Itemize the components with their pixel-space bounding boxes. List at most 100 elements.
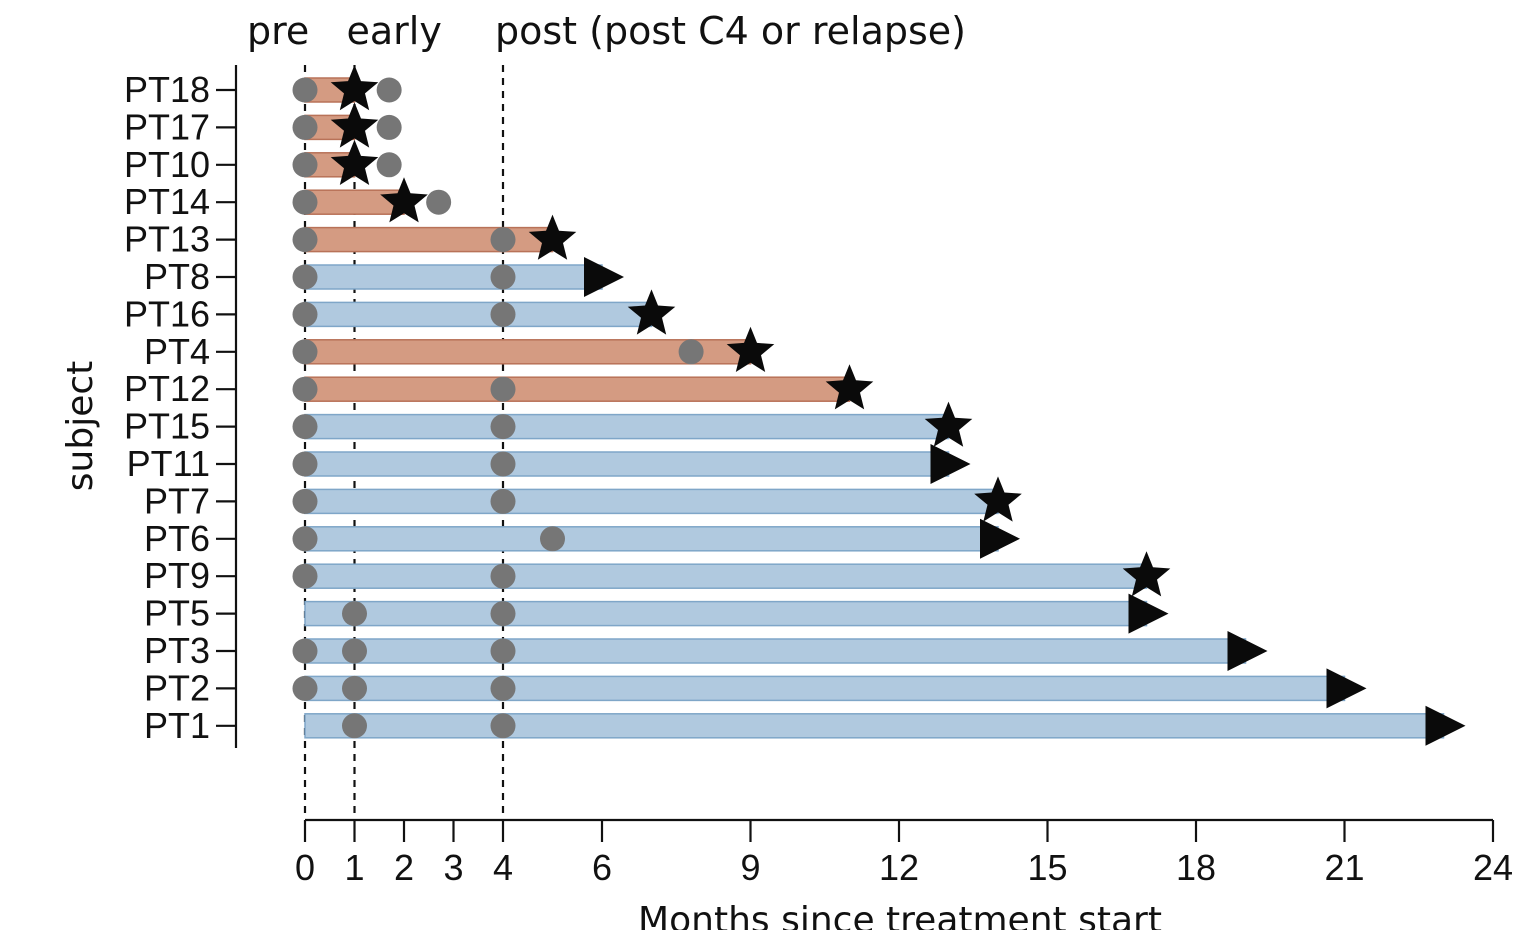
bar-PT5 (304, 600, 1148, 627)
sample-dot (490, 601, 516, 627)
y-axis-title: subject (60, 361, 101, 491)
sample-dot (490, 675, 516, 701)
y-tick-label: PT3 (144, 630, 210, 671)
sample-dot (540, 526, 565, 552)
bar-PT8 (304, 264, 603, 290)
y-axis: PT18PT17PT10PT14PT13PT8PT16PT4PT12PT15PT… (124, 65, 238, 748)
sample-dot (490, 264, 516, 290)
y-tick-label: PT18 (124, 69, 210, 110)
x-tick-label: 21 (1324, 847, 1364, 888)
sample-dot (490, 488, 516, 514)
y-tick-label: PT17 (124, 106, 210, 147)
arrow-marker (980, 518, 1020, 559)
phase-label: pre (247, 9, 309, 53)
sample-dot (292, 152, 318, 178)
sample-dot (292, 414, 318, 440)
x-tick-label: 1 (344, 847, 364, 888)
bar-PT6 (304, 526, 999, 552)
y-tick-label: PT9 (144, 555, 210, 596)
bar-PT11 (304, 451, 950, 477)
sample-dot (490, 301, 516, 327)
sample-dot (490, 713, 516, 739)
sample-dot (342, 638, 367, 664)
star-marker (726, 326, 775, 372)
arrow-marker (1128, 593, 1169, 634)
sample-dot (292, 301, 318, 327)
y-tick-label: PT14 (124, 181, 210, 222)
sample-dot (490, 414, 516, 440)
phase-label: early (347, 9, 442, 53)
phase-label: post (post C4 or relapse) (495, 9, 966, 53)
star-marker (924, 401, 973, 447)
star-marker (1122, 551, 1171, 597)
bar-PT2 (304, 675, 1346, 702)
sample-dot (342, 675, 367, 701)
arrow-marker (930, 444, 971, 484)
x-tick-label: 15 (1027, 847, 1067, 888)
y-tick-label: PT4 (144, 331, 210, 372)
y-tick-label: PT7 (144, 480, 210, 521)
bar-PT3 (304, 638, 1247, 664)
y-tick-label: PT10 (124, 144, 210, 185)
sample-dot (490, 638, 516, 664)
bar-PT16 (304, 301, 653, 328)
bar-PT7 (304, 488, 999, 515)
x-axis-title: Months since treatment start (638, 900, 1162, 930)
arrow-marker (1227, 631, 1268, 671)
star-marker (528, 214, 577, 260)
y-tick-label: PT2 (144, 667, 210, 708)
star-marker (627, 289, 676, 335)
x-tick-label: 0 (295, 847, 315, 888)
y-tick-label: PT12 (124, 368, 210, 409)
subject-bars (292, 65, 1466, 746)
bar-PT1 (304, 713, 1445, 739)
bar-PT4 (304, 339, 752, 365)
star-marker (330, 102, 379, 148)
y-tick-label: PT5 (144, 593, 210, 634)
sample-dot (490, 563, 516, 589)
x-axis: 0 1 2 3 4 6 9 12 15 18 21 24 (295, 818, 1513, 888)
x-tick-label: 2 (394, 847, 414, 888)
bar-PT15 (304, 413, 950, 440)
sample-dot (292, 638, 318, 664)
bar-PT14 (304, 189, 405, 215)
x-tick-label: 12 (879, 847, 919, 888)
sample-dot (376, 152, 402, 178)
sample-dot (292, 376, 318, 402)
sample-dot (490, 451, 516, 477)
star-marker (825, 364, 874, 410)
sample-dot (292, 264, 318, 290)
y-tick-label: PT15 (124, 406, 210, 447)
sample-dot (426, 189, 452, 215)
sample-dot (292, 77, 318, 103)
y-tick-label: PT16 (124, 293, 210, 334)
x-tick-label: 9 (740, 847, 760, 888)
sample-dot (342, 601, 367, 627)
sample-dot (292, 488, 318, 514)
y-tick-label: PT1 (144, 705, 210, 746)
phase-labels: pre early post (post C4 or relapse) (247, 9, 966, 53)
star-marker (330, 65, 379, 111)
x-tick-label: 6 (592, 847, 612, 888)
bar-PT12 (304, 376, 851, 402)
sample-dot (292, 227, 318, 253)
sample-dot (292, 451, 318, 477)
bar-PT9 (304, 563, 1148, 589)
arrow-marker (1425, 705, 1466, 746)
sample-dot (678, 339, 704, 365)
y-tick-label: PT8 (144, 256, 210, 297)
sample-dot (292, 114, 318, 140)
sample-dot (490, 227, 516, 253)
sample-dot (342, 713, 367, 739)
sample-dot (292, 339, 318, 365)
x-tick-label: 24 (1473, 847, 1513, 888)
arrow-marker (584, 257, 624, 297)
arrow-marker (1326, 668, 1367, 709)
sample-dot (292, 526, 318, 552)
sample-dot (490, 376, 516, 402)
star-marker (974, 476, 1022, 522)
sample-dot (292, 189, 318, 215)
x-tick-label: 4 (493, 847, 513, 888)
star-marker (380, 177, 428, 223)
